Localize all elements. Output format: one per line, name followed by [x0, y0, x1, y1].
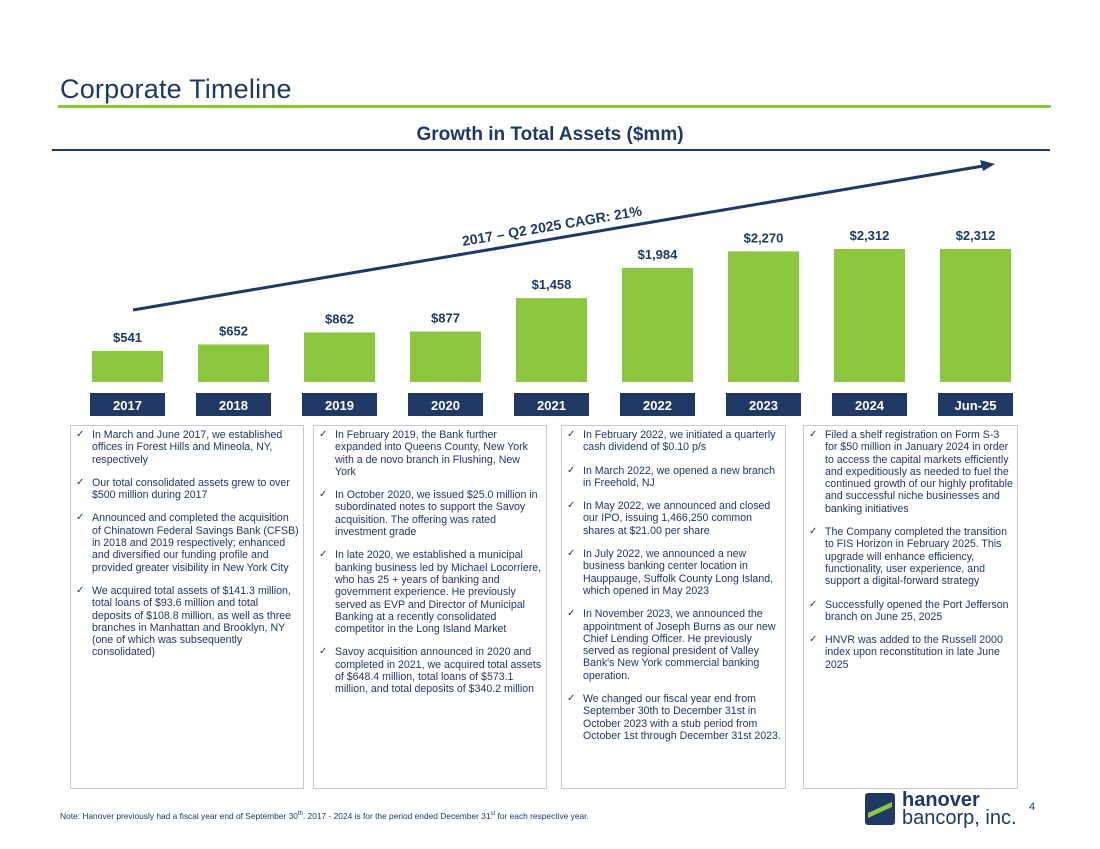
- category-label-box: [408, 393, 483, 416]
- timeline-item: ✓ In February 2019, the Bank further expa…: [319, 429, 528, 478]
- timeline-column-1: ✓ In March and June 2017, we established …: [70, 425, 304, 789]
- bar-2024: [834, 249, 905, 382]
- checkmark-icon: ✓: [567, 464, 576, 476]
- category-label: 2017: [113, 398, 142, 413]
- category-label-box: [514, 393, 589, 416]
- timeline-item: ✓ Savoy acquisition announced in 2020 and…: [319, 646, 542, 696]
- timeline-item: ✓ In March 2022, we opened a new branch i…: [567, 464, 775, 489]
- category-label-box: [832, 393, 907, 416]
- checkmark-icon: ✓: [809, 429, 818, 440]
- company-logo: hanover bancorp, inc.: [865, 790, 1025, 830]
- timeline-item: ✓ In late 2020, we established a municipa…: [319, 549, 542, 636]
- logo-mark-icon: [865, 793, 895, 825]
- checkmark-icon: ✓: [319, 549, 328, 561]
- checkmark-icon: ✓: [567, 693, 576, 705]
- timeline-item: ✓ In July 2022, we announced a new busine…: [567, 548, 774, 597]
- category-label-box: [90, 393, 165, 416]
- checkmark-icon: ✓: [76, 429, 85, 440]
- bar-value-label: $1,458: [532, 277, 572, 292]
- timeline-item: ✓ We changed our fiscal year end from Sep…: [567, 693, 781, 742]
- bar-Jun-25: [940, 249, 1011, 382]
- cagr-arrowhead-icon: [980, 160, 995, 171]
- timeline-item: ✓ In May 2022, we announced and closed ou…: [567, 500, 771, 537]
- category-label: 2023: [749, 398, 778, 413]
- timeline-item: ✓ In February 2022, we initiated a quarte…: [567, 429, 776, 454]
- timeline-item: ✓ Successfully opened the Port Jefferson …: [809, 598, 1009, 623]
- timeline-item: ✓ The Company completed the transition to…: [809, 526, 1007, 588]
- chart-title: Growth in Total Assets ($mm): [416, 124, 684, 145]
- timeline-item: ✓ In October 2020, we issued $25.0 millio…: [319, 489, 538, 539]
- category-label: 2018: [219, 398, 248, 413]
- checkmark-icon: ✓: [76, 584, 85, 596]
- bar-2022: [622, 267, 693, 382]
- category-label: 2020: [431, 398, 460, 413]
- checkmark-icon: ✓: [319, 646, 328, 658]
- bar-value-label: $2,270: [744, 230, 784, 245]
- timeline-column-4: ✓ Filed a shelf registration on Form S-3 …: [803, 425, 1018, 789]
- bar-2020: [410, 331, 481, 382]
- timeline-item: ✓ HNVR was added to the Russell 2000 inde…: [809, 634, 1003, 671]
- cagr-annotation: 2017 – Q2 2025 CAGR: 21%: [461, 202, 644, 249]
- timeline-list: ✓ In February 2019, the Bank further expa…: [314, 426, 546, 696]
- checkmark-icon: ✓: [567, 548, 576, 560]
- checkmark-icon: ✓: [319, 429, 328, 440]
- checkmark-icon: ✓: [76, 512, 85, 524]
- timeline-list: ✓ In March and June 2017, we established …: [71, 426, 303, 659]
- footnote: Note: Hanover previously had a fiscal ye…: [60, 811, 589, 821]
- bar-2021: [516, 298, 587, 382]
- assets-bar-chart: 2017 – Q2 2025 CAGR: 21% $541 2017 $652 2018…: [90, 160, 1013, 416]
- category-label-box: [620, 393, 695, 416]
- bar-value-label: $2,312: [956, 228, 996, 243]
- bar-value-label: $2,312: [850, 228, 890, 243]
- bar-2017: [92, 350, 163, 382]
- category-label: 2019: [325, 398, 354, 413]
- bar-2023: [728, 251, 799, 382]
- timeline-item: ✓ We acquired total assets of $141.3 mill…: [76, 584, 292, 659]
- title-divider: [58, 105, 1051, 108]
- timeline-item: ✓ Announced and completed the acquisition…: [76, 512, 299, 574]
- checkmark-icon: ✓: [809, 526, 818, 538]
- bar-value-label: $541: [113, 330, 142, 345]
- category-label: 2024: [855, 398, 885, 413]
- category-label-box: [196, 393, 271, 416]
- timeline-item: ✓ Filed a shelf registration on Form S-3 …: [809, 429, 1013, 515]
- timeline-list: ✓ In February 2022, we initiated a quarte…: [562, 426, 785, 742]
- page-number: 4: [1029, 801, 1036, 813]
- cagr-trend-line: [132, 164, 984, 312]
- bar-value-label: $1,984: [638, 247, 679, 262]
- category-label: 2022: [643, 398, 672, 413]
- checkmark-icon: ✓: [809, 598, 818, 610]
- checkmark-icon: ✓: [567, 608, 576, 620]
- bar-value-label: $877: [431, 311, 460, 326]
- timeline-item: ✓ Our total consolidated assets grew to o…: [76, 476, 290, 502]
- checkmark-icon: ✓: [76, 476, 85, 488]
- category-label: 2021: [537, 398, 566, 413]
- checkmark-icon: ✓: [319, 489, 328, 501]
- checkmark-icon: ✓: [567, 429, 576, 440]
- timeline-list: ✓ Filed a shelf registration on Form S-3 …: [804, 426, 1017, 671]
- bar-2018: [198, 344, 269, 382]
- timeline-column-2: ✓ In February 2019, the Bank further expa…: [313, 425, 547, 789]
- category-label: Jun-25: [955, 398, 997, 413]
- logo-text-hanover: hanover: [902, 789, 980, 811]
- checkmark-icon: ✓: [567, 500, 576, 512]
- page-title: Corporate Timeline: [60, 74, 292, 104]
- timeline-item: ✓ In March and June 2017, we established …: [76, 429, 283, 466]
- chart-title-divider: [52, 149, 1050, 151]
- bar-value-label: $652: [219, 323, 248, 338]
- logo-text-bancorp: bancorp, inc.: [902, 807, 1017, 829]
- category-label-box: [938, 393, 1013, 416]
- bar-value-label: $862: [325, 311, 354, 326]
- checkmark-icon: ✓: [809, 634, 818, 646]
- timeline-column-3: ✓ In February 2022, we initiated a quarte…: [561, 425, 786, 789]
- bar-2019: [304, 332, 375, 382]
- timeline-item: ✓ In November 2023, we announced the appo…: [567, 608, 776, 682]
- category-label-box: [726, 393, 801, 416]
- category-label-box: [302, 393, 377, 416]
